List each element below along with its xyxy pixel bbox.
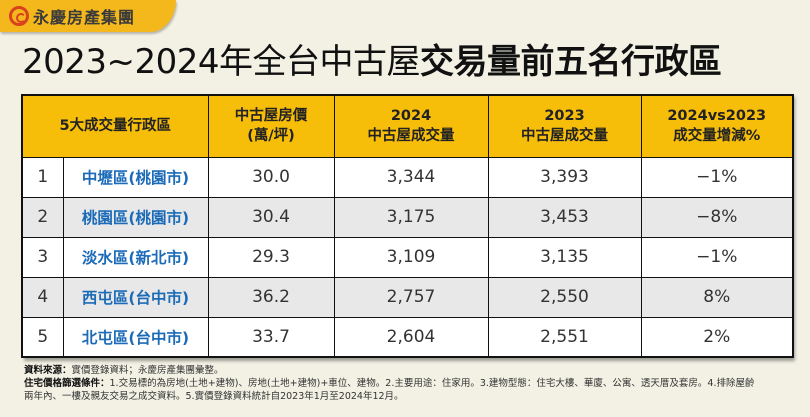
ranking-table: 5大成交量行政區 中古屋房價 (萬/坪) 2024 中古屋成交量 2023 中古屋成交…: [21, 94, 794, 358]
ranking-table-container: 5大成交量行政區 中古屋房價 (萬/坪) 2024 中古屋成交量 2023 中古屋成交…: [21, 94, 794, 358]
change: 8%: [640, 276, 794, 318]
table-row: 4 西屯區(台中市) 36.2 2,757 2,550 8%: [21, 276, 794, 318]
table-row: 2 桃園區(桃園市) 30.4 3,175 3,453 −8%: [21, 196, 794, 238]
header-vol-2023: 2023 中古屋成交量: [487, 94, 642, 158]
change: 2%: [640, 316, 794, 358]
header-price: 中古屋房價 (萬/坪): [207, 94, 335, 158]
rank: 5: [21, 316, 64, 358]
title-part-light: 2023~2024年全台中古屋: [22, 42, 421, 82]
vol-2023: 3,453: [487, 196, 642, 238]
vol-2024: 3,175: [333, 196, 489, 238]
vol-2023: 3,393: [487, 156, 642, 198]
rank: 2: [21, 196, 64, 238]
page-title: 2023~2024年全台中古屋交易量前五名行政區: [22, 40, 722, 84]
table-row: 5 北屯區(台中市) 33.7 2,604 2,551 2%: [21, 316, 794, 358]
criteria-note: 住宅價格篩選條件：1.交易標的為房地(土地+建物)、房地(土地+建物)+車位、建…: [24, 378, 755, 389]
district: 淡水區(新北市): [62, 236, 209, 278]
vol-2023: 2,551: [487, 316, 642, 358]
rank: 4: [21, 276, 64, 318]
header-change: 2024vs2023 成交量增減%: [640, 94, 794, 158]
district: 桃園區(桃園市): [62, 196, 209, 238]
price: 36.2: [207, 276, 335, 318]
brand-header: 永慶房產集團: [0, 0, 176, 32]
price: 33.7: [207, 316, 335, 358]
yongching-logo-icon: [9, 6, 29, 26]
vol-2024: 2,757: [333, 276, 489, 318]
footnotes: 資料來源：實價登錄資料；永慶房產集團彙整。 住宅價格篩選條件：1.交易標的為房地…: [24, 364, 754, 403]
rank: 1: [21, 156, 64, 198]
criteria-note-cont: 兩年內、一樓及親友交易之成交資料。5.實價登錄資料統計自2023年1月至2024…: [24, 391, 404, 402]
change: −1%: [640, 156, 794, 198]
table-header-row: 5大成交量行政區 中古屋房價 (萬/坪) 2024 中古屋成交量 2023 中古屋成交…: [21, 94, 794, 158]
source-note: 資料來源：實價登錄資料；永慶房產集團彙整。: [24, 365, 224, 376]
change: −1%: [640, 236, 794, 278]
price: 30.0: [207, 156, 335, 198]
table-row: 3 淡水區(新北市) 29.3 3,109 3,135 −1%: [21, 236, 794, 278]
vol-2024: 2,604: [333, 316, 489, 358]
district: 西屯區(台中市): [62, 276, 209, 318]
change: −8%: [640, 196, 794, 238]
vol-2023: 2,550: [487, 276, 642, 318]
vol-2023: 3,135: [487, 236, 642, 278]
brand-name: 永慶房產集團: [33, 8, 136, 27]
header-district: 5大成交量行政區: [21, 94, 209, 158]
price: 29.3: [207, 236, 335, 278]
vol-2024: 3,109: [333, 236, 489, 278]
price: 30.4: [207, 196, 335, 238]
header-vol-2024: 2024 中古屋成交量: [333, 94, 489, 158]
district: 中壢區(桃園市): [62, 156, 209, 198]
rank: 3: [21, 236, 64, 278]
vol-2024: 3,344: [333, 156, 489, 198]
district: 北屯區(台中市): [62, 316, 209, 358]
title-part-bold: 交易量前五名行政區: [420, 42, 722, 82]
table-row: 1 中壢區(桃園市) 30.0 3,344 3,393 −1%: [21, 156, 794, 198]
